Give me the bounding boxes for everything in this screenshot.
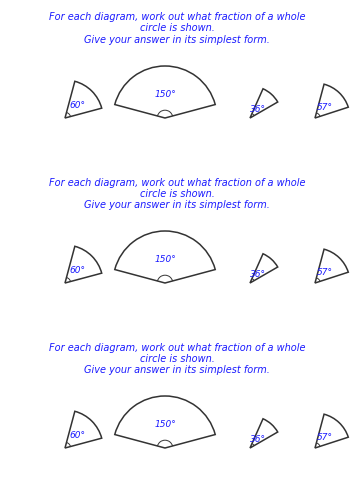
- Text: circle is shown.: circle is shown.: [139, 23, 215, 33]
- Wedge shape: [115, 66, 215, 118]
- Wedge shape: [315, 249, 348, 283]
- Wedge shape: [250, 419, 278, 448]
- Wedge shape: [65, 246, 102, 283]
- Text: Give your answer in its simplest form.: Give your answer in its simplest form.: [84, 200, 270, 210]
- Text: Give your answer in its simplest form.: Give your answer in its simplest form.: [84, 35, 270, 45]
- Text: 36°: 36°: [250, 435, 266, 444]
- Text: 150°: 150°: [154, 420, 176, 429]
- Text: For each diagram, work out what fraction of a whole: For each diagram, work out what fraction…: [49, 178, 305, 188]
- Text: 57°: 57°: [316, 268, 333, 278]
- Text: circle is shown.: circle is shown.: [139, 189, 215, 199]
- Text: 60°: 60°: [69, 266, 85, 276]
- Text: Give your answer in its simplest form.: Give your answer in its simplest form.: [84, 365, 270, 375]
- Text: For each diagram, work out what fraction of a whole: For each diagram, work out what fraction…: [49, 12, 305, 22]
- Text: circle is shown.: circle is shown.: [139, 354, 215, 364]
- Wedge shape: [65, 82, 102, 118]
- Text: 36°: 36°: [250, 105, 266, 114]
- Text: 60°: 60°: [69, 432, 85, 440]
- Wedge shape: [250, 89, 278, 118]
- Wedge shape: [65, 412, 102, 448]
- Wedge shape: [250, 254, 278, 283]
- Text: For each diagram, work out what fraction of a whole: For each diagram, work out what fraction…: [49, 343, 305, 353]
- Wedge shape: [115, 396, 215, 448]
- Text: 57°: 57°: [316, 104, 333, 112]
- Text: 150°: 150°: [154, 255, 176, 264]
- Text: 36°: 36°: [250, 270, 266, 279]
- Text: 150°: 150°: [154, 90, 176, 99]
- Wedge shape: [115, 231, 215, 283]
- Text: 57°: 57°: [316, 434, 333, 442]
- Wedge shape: [315, 84, 348, 118]
- Wedge shape: [315, 414, 348, 448]
- Text: 60°: 60°: [69, 102, 85, 110]
